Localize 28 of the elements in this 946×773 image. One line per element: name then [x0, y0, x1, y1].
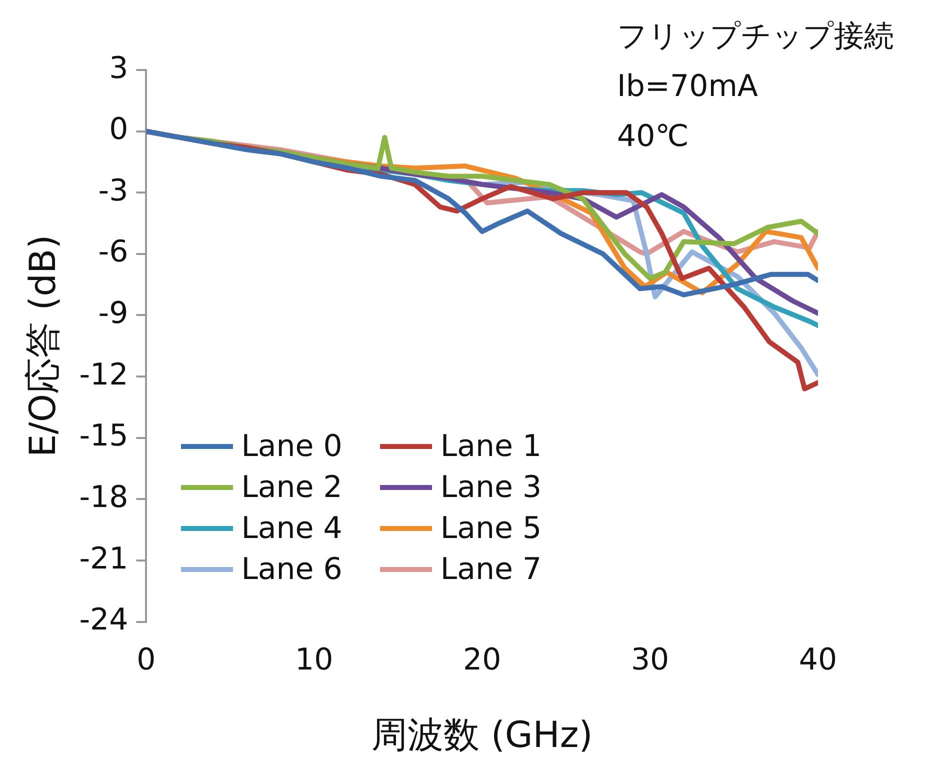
x-tick-label: 20: [463, 642, 502, 678]
x-axis-title: 周波数 (GHz): [371, 714, 593, 756]
y-tick-label: 3: [109, 50, 128, 86]
annotation: Ib=70mA: [617, 68, 759, 106]
y-tick-label: -21: [79, 541, 128, 576]
legend-label: Lane 1: [440, 428, 542, 464]
y-axis-title: E/O応答 (dB): [22, 234, 64, 458]
y-tick-label: 0: [109, 112, 128, 148]
y-tick-label: -12: [79, 357, 128, 392]
y-tick-label: -9: [98, 296, 128, 332]
y-tick-label: -15: [79, 418, 128, 454]
x-tick-label: 0: [136, 642, 156, 678]
legend-label: Lane 0: [241, 428, 342, 464]
legend-label: Lane 5: [440, 510, 542, 546]
y-tick-label: -18: [79, 480, 128, 515]
legend-label: Lane 4: [241, 510, 342, 546]
x-tick-label: 10: [295, 642, 334, 678]
legend-label: Lane 6: [241, 552, 342, 587]
legend-label: Lane 3: [440, 470, 542, 505]
x-tick-label: 40: [798, 642, 838, 678]
y-tick-label: -3: [98, 173, 128, 208]
y-tick-label: -24: [79, 602, 128, 638]
text: フリップチップ接続: [617, 18, 894, 56]
y-tick-label: -6: [98, 234, 128, 270]
legend-label: Lane 2: [241, 470, 342, 505]
annotation: 40℃: [617, 118, 690, 156]
x-tick-label: 30: [630, 642, 670, 678]
legend-label: Lane 7: [440, 552, 542, 587]
